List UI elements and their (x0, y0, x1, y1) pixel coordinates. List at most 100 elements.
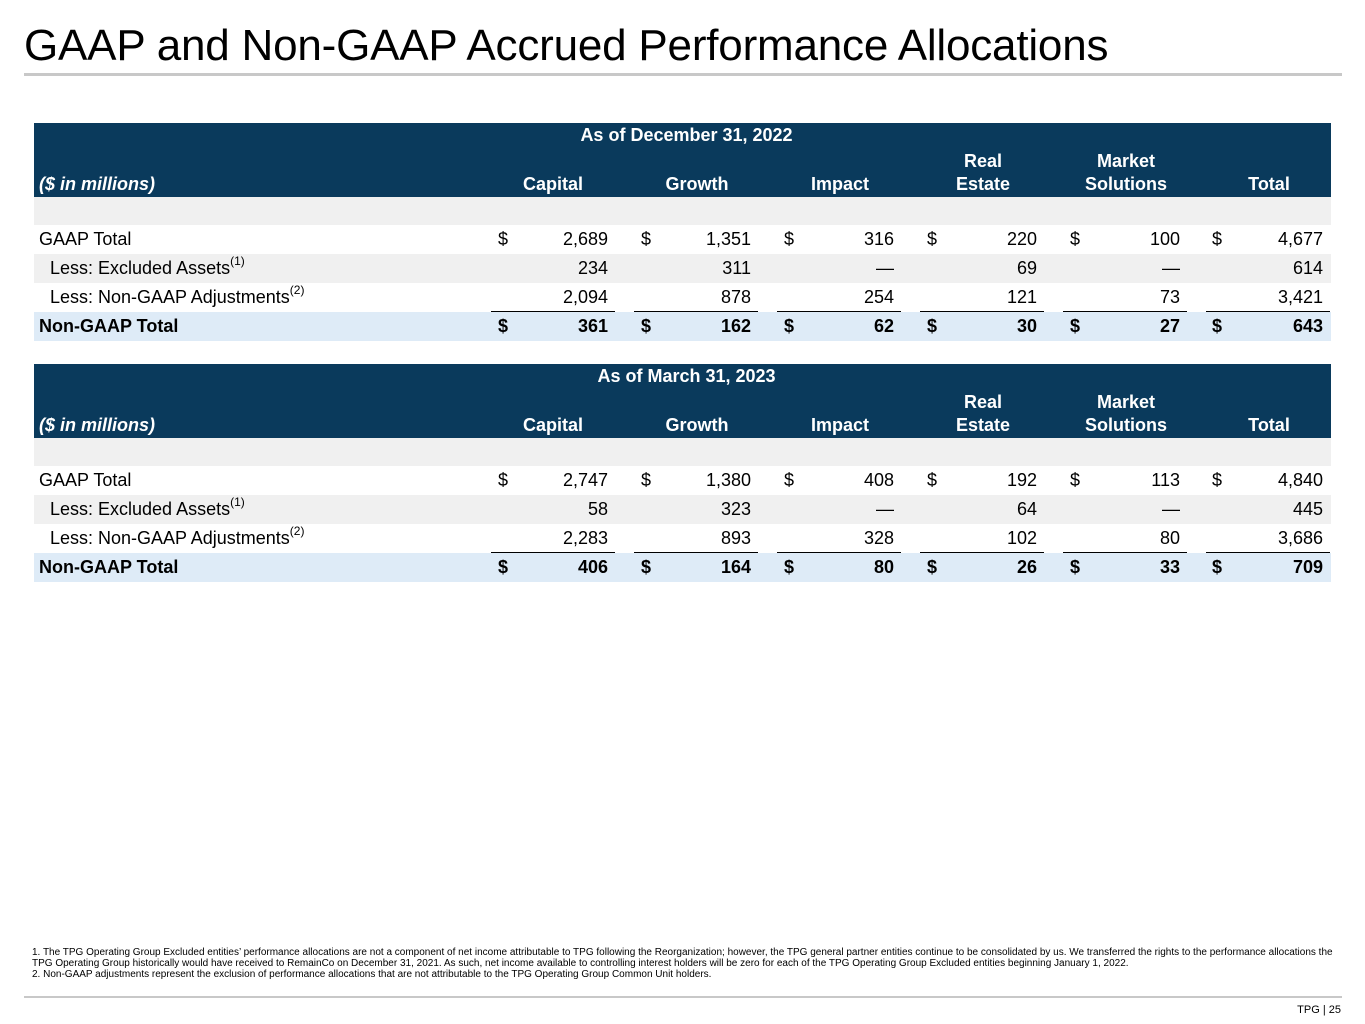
footnote-ref: (2) (289, 283, 305, 297)
cell-growth: 878 (720, 287, 751, 307)
row-label-text: Less: Excluded Assets (50, 258, 231, 278)
row-label-text: Less: Non-GAAP Adjustments (50, 287, 290, 307)
currency-symbol: $ (1212, 557, 1223, 577)
currency-symbol: $ (784, 229, 795, 249)
allocations-table-dec-2022: As of December 31, 2022 ($ in millions) Ca… (34, 123, 1331, 341)
table-row-adjust: Less: Non-GAAP Adjustments(2) 2,094 878 254… (34, 283, 1331, 312)
row-label: GAAP Total (39, 466, 131, 495)
column-header-total: Total (1248, 415, 1290, 435)
cell-capital: 2,283 (562, 528, 608, 548)
table-row-nongaap: Non-GAAP Total $406 $164 $80 $26 $33 $709 (34, 553, 1331, 582)
period-label: As of March 31, 2023 (597, 366, 776, 386)
footnote-ref: (1) (230, 254, 245, 268)
cell-capital: 234 (577, 258, 608, 278)
cell-impact: — (876, 258, 894, 278)
cell-market-solutions: — (1162, 258, 1180, 278)
column-header-market-solutions-line2: Solutions (1085, 415, 1167, 435)
page-title: GAAP and Non-GAAP Accrued Performance Al… (24, 21, 1109, 70)
cell-capital: 2,747 (562, 470, 608, 490)
subtotal-underline (777, 311, 901, 312)
cell-capital: 361 (577, 316, 608, 336)
cell-capital: 58 (587, 499, 608, 519)
currency-symbol: $ (927, 557, 938, 577)
cell-total: 445 (1292, 499, 1323, 519)
footnote-1: 1. The TPG Operating Group Excluded enti… (32, 947, 1333, 969)
column-header-real-estate-line2: Estate (955, 174, 1011, 194)
currency-symbol: $ (784, 470, 795, 490)
subtotal-underline (1206, 311, 1330, 312)
currency-symbol: $ (1212, 316, 1223, 336)
cell-total: 4,677 (1277, 229, 1323, 249)
cell-impact: 62 (873, 316, 894, 336)
cell-impact: 328 (863, 528, 894, 548)
column-header-real-estate-line1: Real (963, 392, 1003, 412)
column-header-real-estate-line2: Estate (955, 415, 1011, 435)
cell-real-estate: 192 (1006, 470, 1037, 490)
subtotal-underline (777, 552, 901, 553)
allocations-table-mar-2023: As of March 31, 2023 ($ in millions) Capit… (34, 364, 1331, 582)
subtotal-underline (1063, 311, 1187, 312)
subtotal-underline (634, 552, 758, 553)
subtotal-underline (1206, 552, 1330, 553)
footnote-2: 2. Non-GAAP adjustments represent the ex… (32, 969, 712, 980)
cell-capital: 2,689 (562, 229, 608, 249)
currency-symbol: $ (927, 229, 938, 249)
cell-total: 3,421 (1277, 287, 1323, 307)
cell-market-solutions: 80 (1159, 528, 1180, 548)
column-header-total: Total (1248, 174, 1290, 194)
cell-growth: 1,380 (705, 470, 751, 490)
cell-growth: 162 (720, 316, 751, 336)
subtotal-underline (634, 311, 758, 312)
currency-symbol: $ (1070, 316, 1081, 336)
units-label: ($ in millions) (39, 415, 156, 435)
cell-growth: 164 (720, 557, 751, 577)
cell-market-solutions: 73 (1159, 287, 1180, 307)
column-header-market-solutions-line1: Market (1096, 151, 1156, 171)
cell-total: 614 (1292, 258, 1323, 278)
column-header-capital: Capital (522, 415, 583, 435)
column-header-capital: Capital (522, 174, 583, 194)
currency-symbol: $ (784, 557, 795, 577)
currency-symbol: $ (1070, 557, 1081, 577)
cell-market-solutions: 27 (1159, 316, 1180, 336)
table-row-nongaap: Non-GAAP Total $361 $162 $62 $30 $27 $643 (34, 312, 1331, 341)
row-label: Less: Non-GAAP Adjustments(2) (50, 524, 304, 553)
subtotal-underline (1063, 552, 1187, 553)
column-header-impact: Impact (810, 174, 870, 194)
table-header: As of December 31, 2022 ($ in millions) Ca… (34, 123, 1331, 197)
footer-divider (24, 996, 1342, 998)
currency-symbol: $ (927, 316, 938, 336)
currency-symbol: $ (784, 316, 795, 336)
cell-market-solutions: — (1162, 499, 1180, 519)
currency-symbol: $ (641, 229, 652, 249)
currency-symbol: $ (498, 557, 509, 577)
row-label: Less: Non-GAAP Adjustments(2) (50, 283, 304, 312)
footnote-ref: (2) (289, 524, 305, 538)
subtotal-underline (491, 552, 615, 553)
currency-symbol: $ (641, 470, 652, 490)
units-label: ($ in millions) (39, 174, 156, 194)
cell-growth: 1,351 (705, 229, 751, 249)
cell-impact: 316 (863, 229, 894, 249)
row-label-text: Non-GAAP Total (39, 557, 179, 577)
cell-market-solutions: 33 (1159, 557, 1180, 577)
currency-symbol: $ (1070, 229, 1081, 249)
subtotal-underline (920, 552, 1044, 553)
currency-symbol: $ (641, 316, 652, 336)
cell-real-estate: 69 (1016, 258, 1037, 278)
cell-market-solutions: 100 (1149, 229, 1180, 249)
currency-symbol: $ (1212, 229, 1223, 249)
row-label: Less: Excluded Assets(1) (50, 495, 245, 524)
cell-impact: 254 (863, 287, 894, 307)
cell-real-estate: 26 (1016, 557, 1037, 577)
row-label-text: Less: Non-GAAP Adjustments (50, 528, 290, 548)
table-spacer-row (34, 197, 1331, 225)
column-header-market-solutions-line1: Market (1096, 392, 1156, 412)
currency-symbol: $ (641, 557, 652, 577)
cell-real-estate: 220 (1006, 229, 1037, 249)
row-label-text: GAAP Total (39, 229, 132, 249)
cell-capital: 406 (577, 557, 608, 577)
table-row-excluded: Less: Excluded Assets(1) 234 311 — 69 — 614 (34, 254, 1331, 283)
cell-total: 643 (1292, 316, 1323, 336)
subtotal-underline (491, 311, 615, 312)
